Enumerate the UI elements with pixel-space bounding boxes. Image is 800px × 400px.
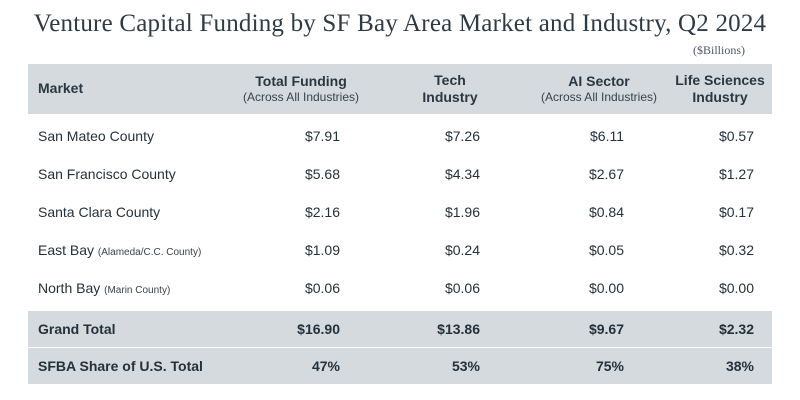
life-cell: $0.32 [718,242,754,258]
header-total: Total Funding (Across All Industries) [232,73,370,105]
market-cell: North Bay (Marin County) [28,280,232,296]
header-total-sub: (Across All Industries) [242,90,360,104]
grand-total-total: $16.90 [297,321,340,337]
total-cell: $7.91 [304,128,340,144]
life-cell: $0.00 [718,280,754,296]
header-life-line2: Industry [692,89,748,105]
ai-cell: $0.84 [588,204,624,220]
life-cell: $0.17 [718,204,754,220]
table-header: Market Total Funding (Across All Industr… [28,64,772,114]
grand-total-tech: $13.86 [437,321,480,337]
page-title: Venture Capital Funding by SF Bay Area M… [33,10,767,37]
market-cell: San Mateo County [28,128,232,144]
market-cell: Santa Clara County [28,204,232,220]
share-ai: 75% [595,358,624,374]
total-cell: $0.06 [304,280,340,296]
share-tech: 53% [451,358,480,374]
header-life-line1: Life Sciences [675,72,765,88]
table-row: North Bay (Marin County) $0.06 $0.06 $0.… [28,269,772,307]
header-life: Life Sciences Industry [668,72,772,106]
total-cell: $1.09 [304,242,340,258]
market-cell: East Bay (Alameda/C.C. County) [28,242,232,258]
market-name: San Mateo County [38,128,154,144]
market-name: East Bay [38,242,95,258]
market-name: North Bay [38,280,101,296]
ai-cell: $2.67 [588,166,624,182]
ai-cell: $6.11 [590,128,624,144]
tech-cell: $0.06 [444,280,480,296]
grand-total-label: Grand Total [38,321,116,337]
tech-cell: $1.96 [444,204,480,220]
grand-total-ai: $9.67 [588,321,624,337]
share-label: SFBA Share of U.S. Total [38,358,203,374]
market-note: (Marin County) [104,285,171,296]
share-row: SFBA Share of U.S. Total 47% 53% 75% 38% [28,347,772,384]
share-life: 38% [725,358,754,374]
total-cell: $5.68 [304,166,340,182]
share-total: 47% [311,358,340,374]
header-tech: Tech Industry [370,72,530,106]
units-note: ($Billions) [692,43,745,57]
tech-cell: $0.24 [444,242,480,258]
header-total-label: Total Funding [255,73,347,89]
market-note: (Alameda/C.C. County) [97,247,202,258]
life-cell: $0.57 [718,128,754,144]
header-ai-sub: (Across All Industries) [540,90,658,104]
header-ai-label: AI Sector [568,73,630,89]
market-cell: San Francisco County [28,166,232,182]
header-market-label: Market [38,80,84,96]
grand-total-life: $2.32 [718,321,754,337]
funding-table: Market Total Funding (Across All Industr… [28,64,772,384]
tech-cell: $4.34 [444,166,480,182]
grand-total-row: Grand Total $16.90 $13.86 $9.67 $2.32 [28,311,772,347]
table-row: San Francisco County $5.68 $4.34 $2.67 $… [28,155,772,193]
total-cell: $2.16 [304,204,340,220]
header-ai: AI Sector (Across All Industries) [530,73,668,105]
header-tech-line2: Industry [422,89,478,105]
header-tech-line1: Tech [434,72,466,88]
table-row: Santa Clara County $2.16 $1.96 $0.84 $0.… [28,193,772,231]
market-name: San Francisco County [38,166,176,182]
market-name: Santa Clara County [38,204,161,220]
table-row: San Mateo County $7.91 $7.26 $6.11 $0.57 [28,117,772,155]
tech-cell: $7.26 [444,128,480,144]
table-row: East Bay (Alameda/C.C. County) $1.09 $0.… [28,231,772,269]
header-market: Market [28,80,232,98]
ai-cell: $0.00 [588,280,624,296]
ai-cell: $0.05 [588,242,624,258]
life-cell: $1.27 [718,166,754,182]
